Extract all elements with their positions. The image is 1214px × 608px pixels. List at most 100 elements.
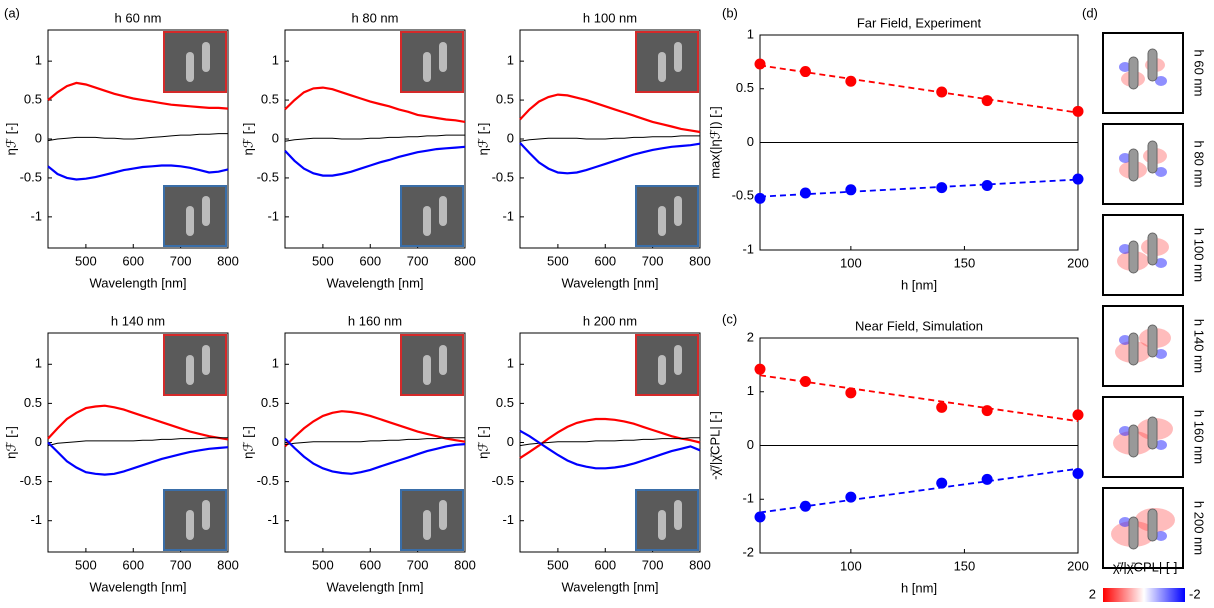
x-tick-label: 500 [75,557,97,572]
field-map [1102,305,1184,387]
map-label: h 60 nm [1192,50,1207,97]
x-tick-label: 800 [689,557,711,572]
inset-image [635,185,699,247]
x-tick-label: 100 [840,558,862,573]
x-tick-label: 150 [954,255,976,270]
map-label: h 140 nm [1192,319,1207,373]
field-lobe [1119,335,1131,345]
data-line [519,437,700,447]
y-tick-label: 0 [507,130,514,145]
x-tick-label: 700 [407,253,429,268]
x-tick-label: 700 [407,557,429,572]
panel-label: (d) [1082,5,1098,20]
y-tick-label: 0.5 [261,395,279,410]
x-axis-label: Wavelength [nm] [326,579,423,594]
chart-title: h 140 nm [111,313,165,328]
inset-image [400,334,464,396]
y-tick-label: -1 [30,208,42,223]
inset-image [163,334,227,396]
map-label: h 100 nm [1192,228,1207,282]
data-point [936,86,948,98]
nanorod [186,52,194,82]
chart-title: h 60 nm [115,10,162,25]
y-tick-label: -1 [742,491,754,506]
data-point [981,405,993,417]
inset-image [635,334,699,396]
y-tick-label: -1 [267,208,279,223]
y-tick-label: 2 [747,329,754,344]
nanorod [439,42,447,72]
y-tick-label: -0.5 [732,188,754,203]
y-tick-label: -1 [502,512,514,527]
data-point [754,511,766,523]
data-line [284,437,465,446]
y-tick-label: 1 [507,356,514,371]
x-tick-label: 800 [689,253,711,268]
data-line [47,81,229,110]
field-map [1102,32,1184,114]
y-tick-label: -2 [742,544,754,559]
inset-image [163,31,227,93]
nanorod [423,355,431,385]
nanorod [1147,508,1158,542]
data-line [284,145,466,177]
data-line [47,441,229,476]
data-line [284,410,466,448]
nanorod [1128,332,1139,366]
y-tick-label: 1 [272,53,279,68]
data-line [519,93,701,134]
x-tick-label: 800 [217,253,239,268]
nanorod [1147,140,1158,174]
x-axis-label: Wavelength [nm] [89,579,186,594]
data-point [754,58,766,70]
x-tick-label: 800 [454,557,476,572]
y-tick-label: 0 [747,134,754,149]
x-axis-label: h [nm] [901,580,937,595]
fit-line [759,467,1079,514]
y-tick-label: 0.5 [261,92,279,107]
y-axis-label: ηℱ [-] [240,123,255,156]
field-lobe [1155,349,1167,359]
x-axis-label: Wavelength [nm] [89,275,186,290]
nanorod [186,355,194,385]
data-point [845,75,857,87]
y-tick-label: -1 [742,241,754,256]
y-tick-label: 0 [507,434,514,449]
x-tick-label: 600 [594,253,616,268]
field-lobe [1119,244,1131,254]
nanorod [658,52,666,82]
panel-label: (b) [722,5,738,20]
y-tick-label: -1 [502,208,514,223]
nanorod [674,345,682,375]
field-map [1102,396,1184,478]
nanorod [202,42,210,72]
y-tick-label: 1 [747,383,754,398]
y-tick-label: 0 [272,434,279,449]
panel-label: (a) [4,5,20,20]
data-point [754,192,766,204]
x-tick-label: 150 [954,558,976,573]
chart-title: h 80 nm [352,10,399,25]
data-point [981,95,993,107]
colorbar-tick-label: 2 [1089,586,1096,601]
x-tick-label: 700 [642,253,664,268]
field-lobe [1119,426,1131,436]
chart-title: Near Field, Simulation [855,318,983,333]
x-axis-label: Wavelength [nm] [326,275,423,290]
x-tick-label: 800 [454,253,476,268]
nanorod [1147,416,1158,450]
nanorod [439,196,447,226]
x-tick-label: 500 [547,253,569,268]
fit-line [759,64,1079,114]
x-tick-label: 700 [170,253,192,268]
x-tick-label: 600 [359,557,381,572]
y-axis-label: ηℱ [-] [3,426,18,459]
x-tick-label: 500 [547,557,569,572]
colorbar-label: -χ̄/|χ̄CPL| [-] [1109,559,1178,574]
y-axis-label: max(|ηℱ|) [-] [707,106,722,179]
x-tick-label: 600 [122,253,144,268]
field-lobe [1119,62,1131,72]
inset-image [635,31,699,93]
nanorod [1128,56,1139,90]
field-lobe [1119,517,1131,527]
